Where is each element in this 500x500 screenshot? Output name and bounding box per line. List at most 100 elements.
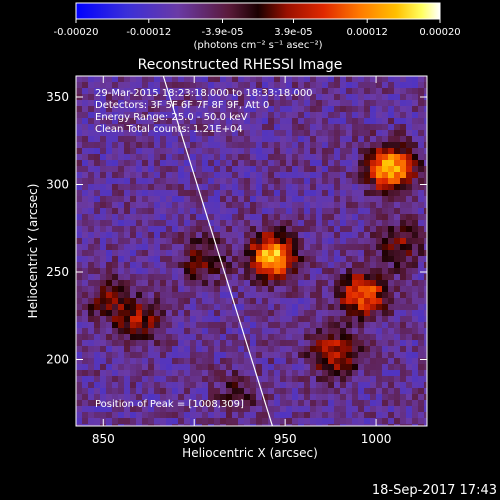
heatmap-cell (268, 268, 274, 274)
heatmap-cell (130, 118, 136, 124)
heatmap-cell (328, 394, 334, 400)
heatmap-cell (418, 292, 424, 298)
heatmap-cell (208, 244, 214, 250)
heatmap-cell (322, 412, 328, 418)
heatmap-cell (280, 400, 286, 406)
heatmap-cell (406, 136, 412, 142)
heatmap-cell (106, 172, 112, 178)
heatmap-cell (82, 424, 88, 426)
heatmap-cell (136, 334, 142, 340)
heatmap-cell (94, 370, 100, 376)
heatmap-cell (340, 418, 346, 424)
heatmap-cell (406, 292, 412, 298)
heatmap-cell (316, 424, 322, 426)
heatmap-cell (322, 406, 328, 412)
heatmap-cell (214, 256, 220, 262)
heatmap-cell (232, 382, 238, 388)
heatmap-cell (82, 328, 88, 334)
heatmap-cell (160, 82, 166, 88)
heatmap-cell (394, 214, 400, 220)
heatmap-cell (196, 106, 202, 112)
heatmap-cell (400, 358, 406, 364)
heatmap-cell (358, 220, 364, 226)
heatmap-cell (178, 184, 184, 190)
heatmap-cell (130, 160, 136, 166)
heatmap-cell (376, 388, 382, 394)
heatmap-cell (352, 358, 358, 364)
heatmap-cell (388, 274, 394, 280)
heatmap-cell (274, 232, 280, 238)
heatmap-cell (268, 412, 274, 418)
heatmap-cell (406, 166, 412, 172)
heatmap-cell (250, 100, 256, 106)
heatmap-cell (310, 214, 316, 220)
heatmap-cell (280, 316, 286, 322)
heatmap-cell (328, 142, 334, 148)
heatmap-cell (190, 166, 196, 172)
heatmap-cell (400, 346, 406, 352)
heatmap-cell (322, 196, 328, 202)
heatmap-cell (400, 298, 406, 304)
heatmap-cell (346, 352, 352, 358)
heatmap-cell (136, 256, 142, 262)
heatmap-cell (106, 256, 112, 262)
heatmap-cell (316, 334, 322, 340)
heatmap-cell (274, 136, 280, 142)
heatmap-cell (190, 364, 196, 370)
heatmap-cell (280, 346, 286, 352)
heatmap-cell (382, 250, 388, 256)
heatmap-cell (412, 286, 418, 292)
heatmap-cell (328, 106, 334, 112)
heatmap-cell (232, 76, 238, 82)
heatmap-cell (136, 232, 142, 238)
heatmap-cell (226, 400, 232, 406)
heatmap-cell (388, 244, 394, 250)
heatmap-cell (232, 202, 238, 208)
heatmap-cell (406, 268, 412, 274)
heatmap-cell (82, 394, 88, 400)
heatmap-cell (340, 148, 346, 154)
heatmap-cell (196, 238, 202, 244)
heatmap-cell (136, 82, 142, 88)
heatmap-cell (88, 154, 94, 160)
heatmap-cell (412, 154, 418, 160)
heatmap-cell (328, 358, 334, 364)
heatmap-cell (232, 262, 238, 268)
heatmap-cell (268, 82, 274, 88)
heatmap-cell (376, 154, 382, 160)
heatmap-cell (364, 124, 370, 130)
heatmap-cell (424, 346, 427, 352)
heatmap-cell (148, 280, 154, 286)
heatmap-cell (310, 82, 316, 88)
heatmap-cell (232, 226, 238, 232)
heatmap-cell (94, 136, 100, 142)
heatmap-cell (166, 190, 172, 196)
heatmap-cell (346, 244, 352, 250)
heatmap-cell (334, 364, 340, 370)
heatmap-cell (130, 298, 136, 304)
heatmap-cell (190, 262, 196, 268)
heatmap-cell (358, 388, 364, 394)
heatmap-cell (100, 94, 106, 100)
heatmap-cell (184, 328, 190, 334)
heatmap-cell (406, 352, 412, 358)
heatmap-cell (172, 106, 178, 112)
heatmap-cell (112, 352, 118, 358)
heatmap-cell (160, 394, 166, 400)
heatmap-cell (346, 118, 352, 124)
heatmap-cell (226, 106, 232, 112)
heatmap-cell (364, 376, 370, 382)
heatmap-cell (406, 406, 412, 412)
heatmap-cell (232, 244, 238, 250)
heatmap-cell (412, 382, 418, 388)
heatmap-cell (142, 136, 148, 142)
heatmap-cell (130, 184, 136, 190)
heatmap-cell (142, 238, 148, 244)
heatmap-cell (244, 412, 250, 418)
heatmap-cell (256, 424, 262, 426)
heatmap-cell (292, 394, 298, 400)
heatmap-cell (406, 232, 412, 238)
heatmap-cell (76, 76, 82, 82)
heatmap-cell (352, 376, 358, 382)
heatmap-cell (82, 358, 88, 364)
